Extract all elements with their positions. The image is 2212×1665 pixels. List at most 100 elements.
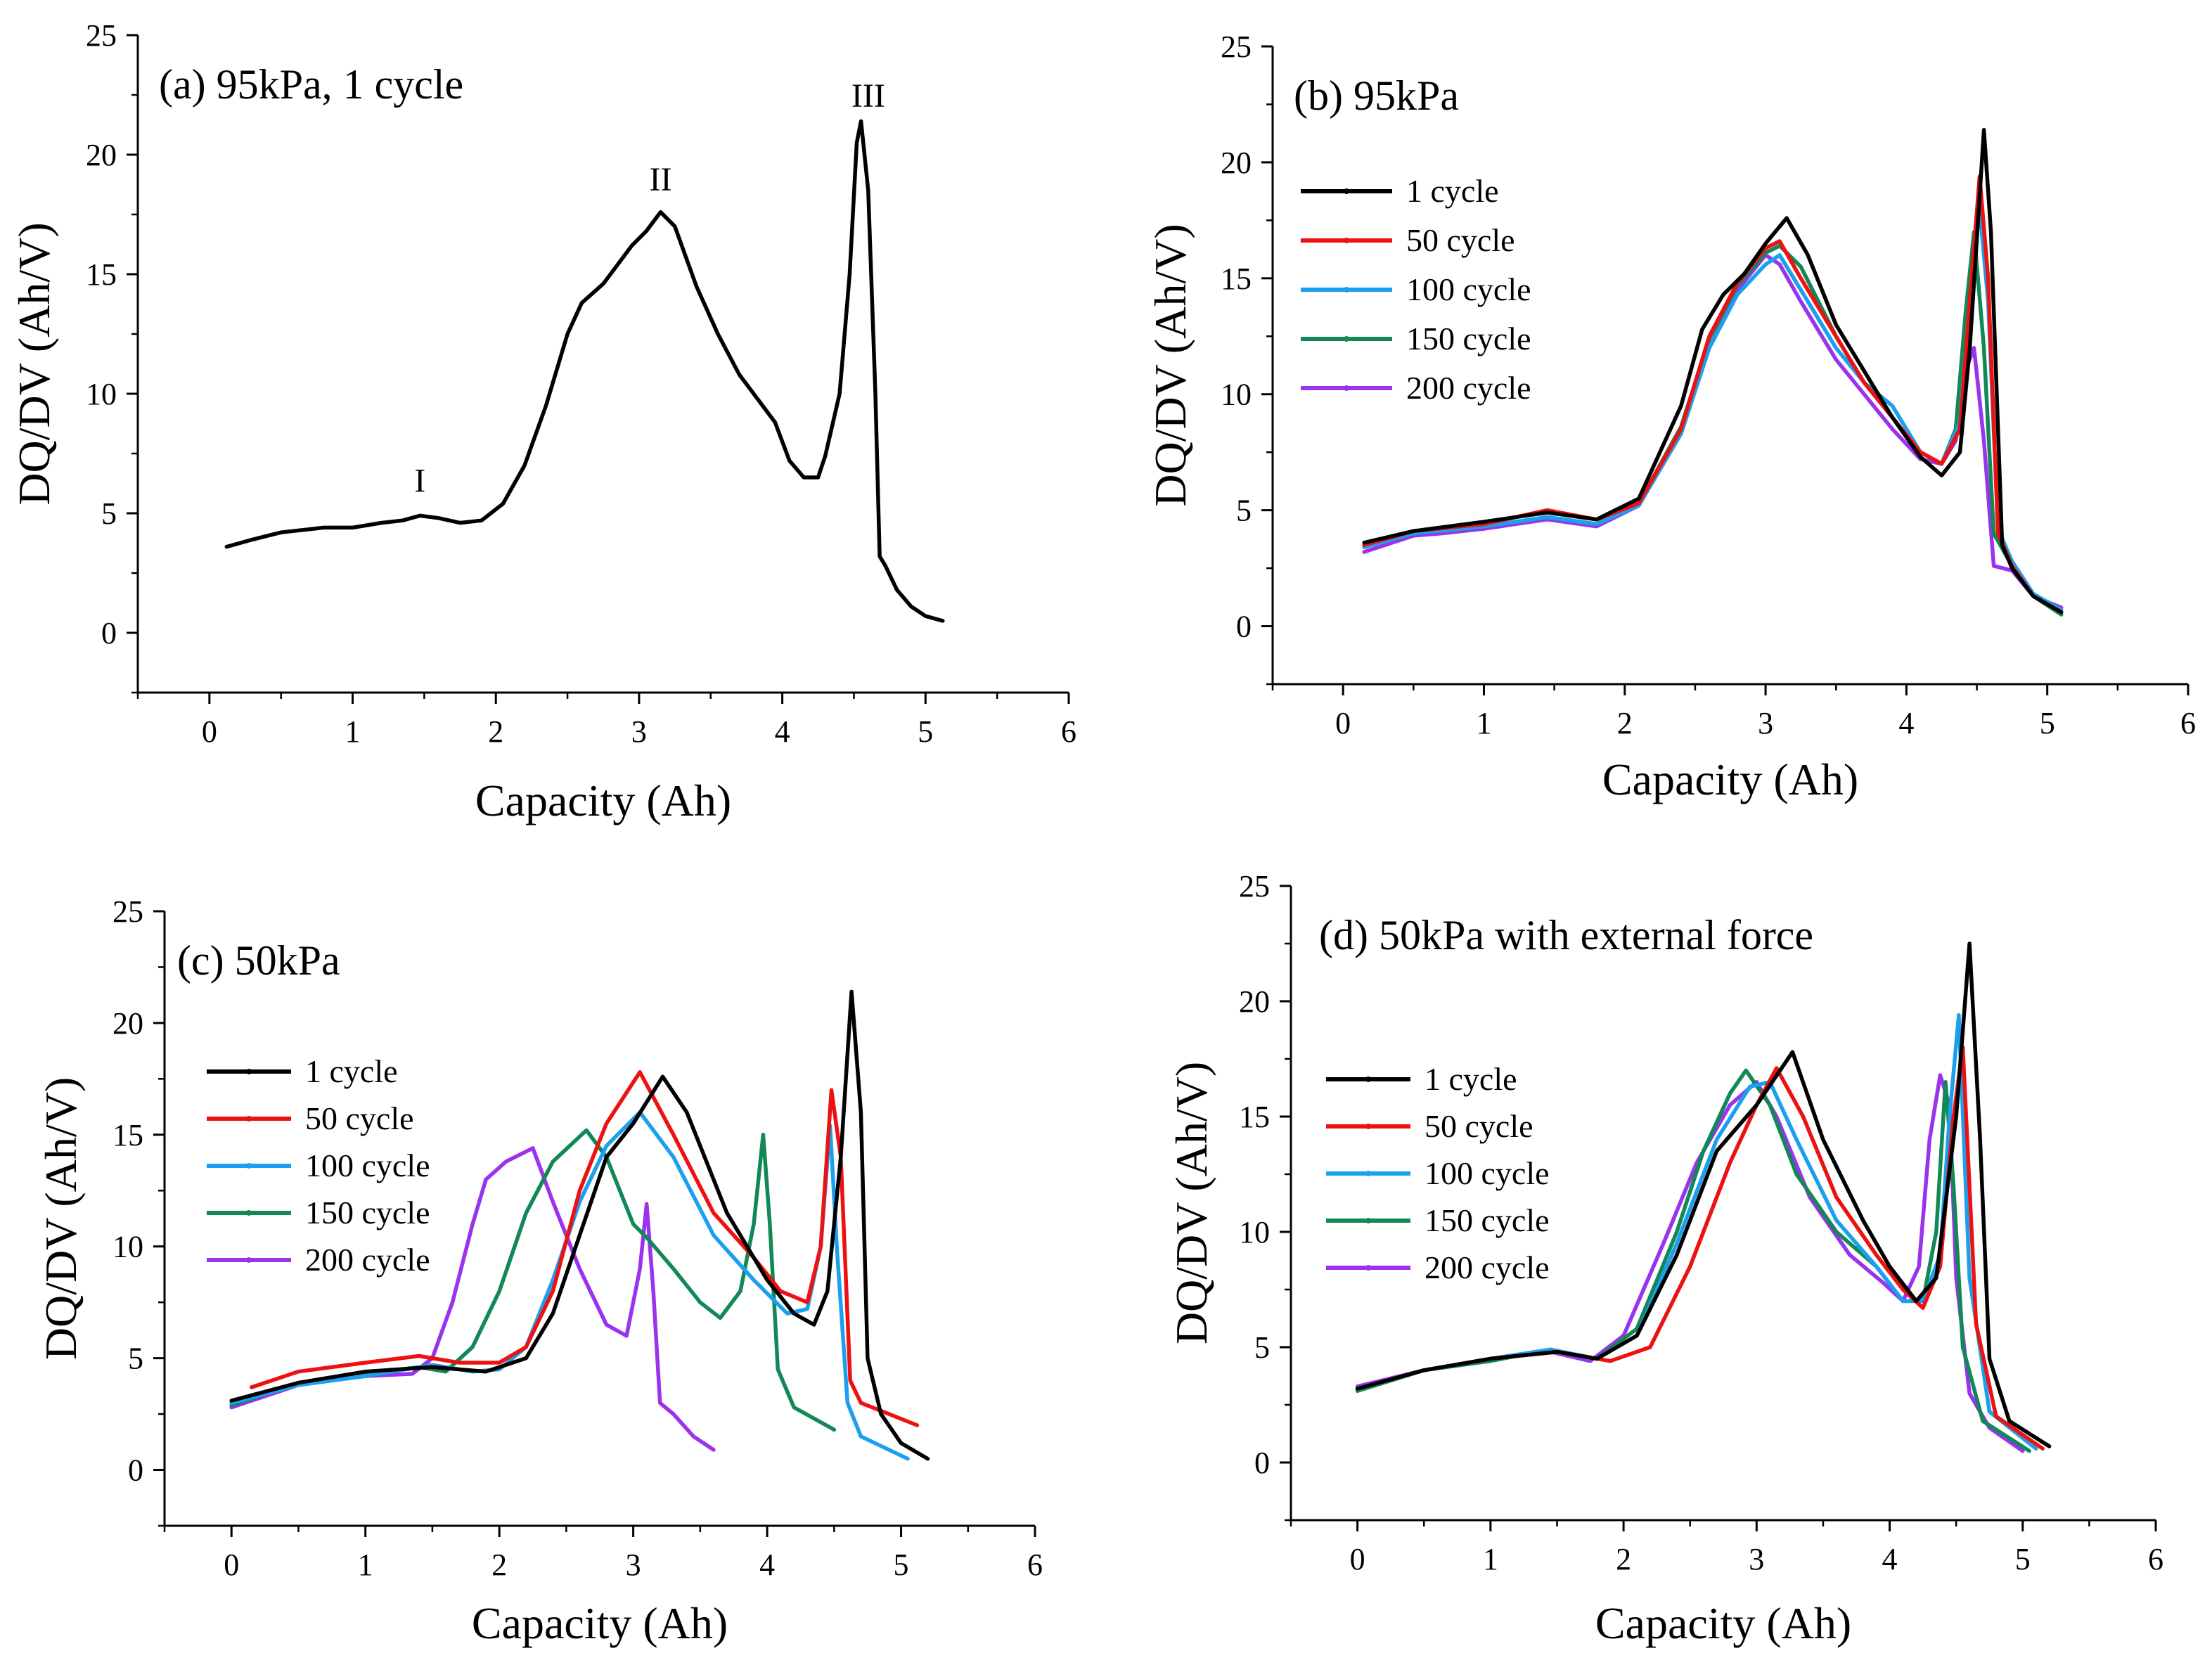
y-tick-label: 10	[1239, 1215, 1270, 1249]
panel-title: (b) 95kPa	[1294, 72, 1459, 119]
legend-marker	[1344, 287, 1349, 292]
series-line-50-cycle	[250, 1070, 920, 1427]
x-tick-label: 2	[1617, 706, 1633, 740]
legend-label: 150 cycle	[1406, 321, 1531, 356]
legend-label: 100 cycle	[1406, 271, 1531, 307]
legend-marker	[1344, 336, 1349, 342]
peak-annotation: III	[851, 77, 885, 115]
legend-label: 200 cycle	[1406, 370, 1531, 406]
peak-annotation: II	[649, 161, 671, 198]
x-tick-label: 6	[2148, 1542, 2163, 1576]
legend-label: 1 cycle	[1425, 1061, 1517, 1097]
x-tick-label: 3	[1758, 706, 1773, 740]
legend-label: 200 cycle	[305, 1242, 430, 1278]
panel-title: (d) 50kPa with external force	[1319, 912, 1813, 958]
legend: 1 cycle 50 cycle 100 cycle 150 cycle 200 cyc…	[1326, 1061, 1550, 1285]
legend-marker	[246, 1069, 252, 1074]
legend: 1 cycle 50 cycle 100 cycle 150 cycle 200 cyc…	[207, 1053, 430, 1278]
x-tick-label: 0	[1350, 1542, 1365, 1576]
y-tick-label: 5	[101, 496, 117, 531]
panel-a: 0 1 2 3 4 5 6 0 5 10 15 20 25 Capacity (Ah) DQ/DV (Ah/…	[9, 18, 1076, 825]
x-tick-label: 5	[2015, 1542, 2031, 1576]
legend-marker	[1365, 1265, 1371, 1271]
legend: 1 cycle 50 cycle 100 cycle 150 cycle 200 cyc…	[1301, 173, 1531, 406]
y-axis-title: DQ/DV (Ah/V)	[36, 1077, 86, 1360]
x-tick-label: 2	[488, 714, 503, 749]
y-tick-label: 15	[1239, 1100, 1270, 1134]
x-tick-label: 5	[894, 1548, 909, 1582]
x-tick-label: 0	[202, 714, 217, 749]
legend-marker	[1365, 1076, 1371, 1082]
y-tick-label: 15	[112, 1118, 143, 1152]
legend-label: 1 cycle	[1406, 173, 1499, 209]
y-tick-label: 25	[1221, 30, 1252, 64]
series-line-1-cycle	[1362, 127, 2064, 615]
y-tick-label: 0	[1254, 1446, 1270, 1480]
y-axis-title: DQ/DV (Ah/V)	[1145, 224, 1195, 506]
y-tick-label: 5	[1236, 494, 1252, 528]
legend-label: 200 cycle	[1425, 1249, 1550, 1285]
legend-marker	[246, 1116, 252, 1121]
x-axis-title: Capacity (Ah)	[1595, 1598, 1851, 1648]
x-tick-label: 2	[1616, 1542, 1631, 1576]
legend-marker	[246, 1163, 252, 1169]
x-tick-label: 6	[2180, 706, 2196, 740]
y-tick-label: 20	[86, 138, 117, 172]
y-tick-label: 10	[112, 1230, 143, 1264]
x-tick-label: 0	[224, 1548, 239, 1582]
legend-marker	[1344, 385, 1349, 391]
x-axis-title: Capacity (Ah)	[472, 1598, 728, 1648]
y-tick-label: 0	[1236, 610, 1252, 644]
legend-marker	[1365, 1171, 1371, 1176]
legend-marker	[1365, 1124, 1371, 1129]
y-axis-title: DQ/DV (Ah/V)	[1166, 1062, 1216, 1344]
x-tick-label: 1	[345, 714, 361, 749]
y-tick-label: 20	[1239, 984, 1270, 1019]
x-tick-label: 4	[775, 714, 790, 749]
x-tick-label: 5	[2040, 706, 2055, 740]
legend-label: 150 cycle	[1425, 1202, 1550, 1238]
series-line-1-cycle	[1355, 941, 2052, 1448]
x-tick-label: 6	[1061, 714, 1076, 749]
y-tick-label: 25	[112, 894, 143, 929]
legend-marker	[1344, 238, 1349, 243]
x-tick-label: 5	[918, 714, 933, 749]
legend-label: 100 cycle	[1425, 1155, 1550, 1191]
y-tick-label: 5	[1254, 1330, 1270, 1365]
legend-label: 50 cycle	[305, 1100, 414, 1136]
x-axis-title: Capacity (Ah)	[475, 776, 731, 825]
x-tick-label: 4	[1882, 1542, 1898, 1576]
legend-label: 50 cycle	[1425, 1108, 1533, 1144]
y-tick-label: 10	[86, 377, 117, 411]
x-tick-label: 4	[759, 1548, 775, 1582]
legend-label: 100 cycle	[305, 1148, 430, 1183]
x-tick-label: 1	[1483, 1542, 1498, 1576]
series-line-1-cycle	[229, 989, 930, 1461]
panel-title: (a) 95kPa, 1 cycle	[159, 61, 463, 108]
y-tick-label: 25	[1239, 869, 1270, 904]
panel-d: 0 1 2 3 4 5 6 0 5 10 15 20 25 Capacity (Ah) DQ/DV (Ah/…	[1166, 869, 2163, 1648]
panel-c: 0 1 2 3 4 5 6 0 5 10 15 20 25 Capacity (Ah) DQ/DV (Ah/…	[36, 894, 1043, 1648]
x-tick-label: 4	[1898, 706, 1914, 740]
x-tick-label: 3	[631, 714, 647, 749]
legend-marker	[246, 1210, 252, 1216]
y-tick-label: 10	[1221, 378, 1252, 412]
y-tick-label: 0	[101, 616, 117, 650]
x-tick-label: 3	[1749, 1542, 1764, 1576]
y-tick-label: 25	[86, 18, 117, 53]
x-tick-label: 1	[358, 1548, 373, 1582]
legend-marker	[246, 1257, 252, 1263]
x-axis-title: Capacity (Ah)	[1602, 754, 1858, 804]
x-tick-label: 3	[626, 1548, 641, 1582]
panel-b: 0 1 2 3 4 5 6 0 5 10 15 20 25 Capacity (Ah) DQ/DV (Ah/…	[1145, 30, 2196, 804]
y-axis-title: DQ/DV (Ah/V)	[9, 222, 59, 505]
series-line-1-cycle	[224, 119, 945, 623]
y-tick-label: 5	[128, 1342, 143, 1376]
legend-label: 150 cycle	[305, 1195, 430, 1230]
y-tick-label: 20	[112, 1006, 143, 1041]
x-tick-label: 0	[1335, 706, 1351, 740]
legend-marker	[1365, 1218, 1371, 1223]
x-tick-label: 6	[1027, 1548, 1043, 1582]
legend-label: 1 cycle	[305, 1053, 398, 1089]
